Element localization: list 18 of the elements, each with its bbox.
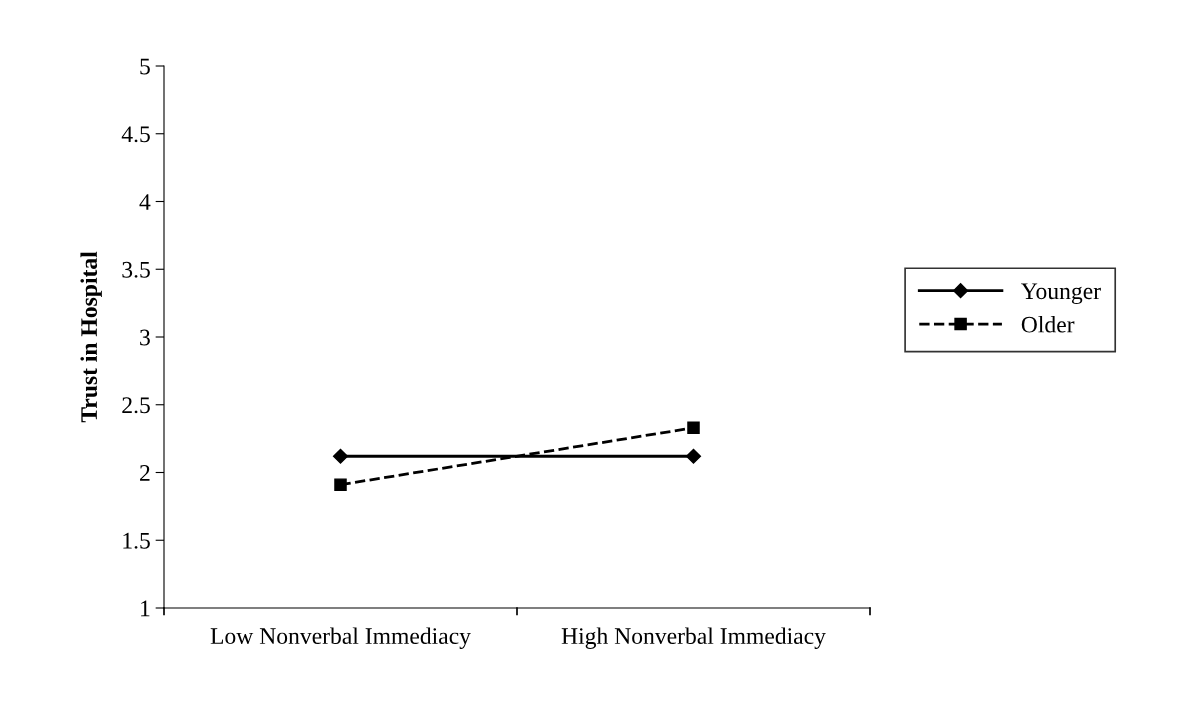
point <box>332 448 349 464</box>
y-axis-title: Trust in Hospital <box>80 251 102 423</box>
y-tick-label: 4 <box>139 194 151 210</box>
x-tick-label: High Nonverbal Immediacy <box>561 627 826 649</box>
point <box>334 478 347 491</box>
point <box>687 421 700 435</box>
x-tick-label: Low Nonverbal Immediacy <box>210 627 471 649</box>
y-tick-label: 3 <box>140 329 150 346</box>
y-tick-label: 5 <box>140 58 150 75</box>
legend-label: Younger <box>1021 283 1101 305</box>
legend-label: Older <box>1021 315 1075 333</box>
y-tick-label: 4.5 <box>121 126 150 143</box>
y-tick-label: 2 <box>140 465 150 481</box>
y-tick-label: 1 <box>141 600 150 617</box>
y-tick-label: 2.5 <box>122 397 150 414</box>
y-tick-label: 1.5 <box>123 532 150 549</box>
y-tick-label: 3.5 <box>122 261 150 278</box>
point <box>685 448 702 464</box>
